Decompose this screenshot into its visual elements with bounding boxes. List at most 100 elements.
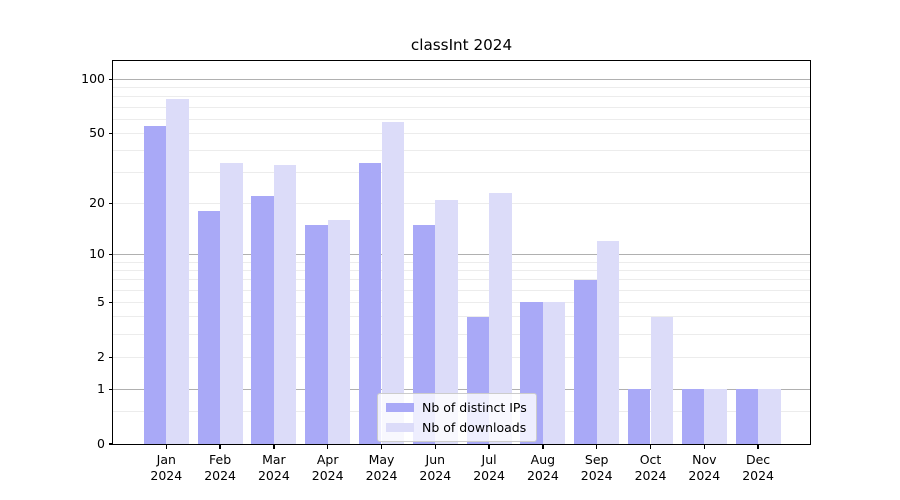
x-tick-label: Jan 2024 [136,452,196,484]
bar-downloads-jun [435,199,458,444]
x-tick-year: 2024 [419,468,452,483]
legend-swatch-distinct-ips [386,402,414,413]
minor-gridline [113,132,810,134]
x-tick-month: Jun [425,452,446,467]
bar-downloads-may [381,121,405,444]
x-tick-year: 2024 [473,468,505,483]
bar-downloads-nov [704,389,727,444]
x-tick-month: Nov [692,452,717,467]
legend-label-distinct-ips: Nb of distinct IPs [422,400,527,415]
bar-distinct-ips-jan [143,125,167,444]
major-gridline [113,78,810,80]
x-tick-year: 2024 [742,468,774,483]
x-tick-month: Feb [209,452,232,467]
bar-distinct-ips-dec [735,389,759,444]
bar-distinct-ips-mar [251,196,274,444]
x-tick-mark [703,444,705,449]
x-tick-year: 2024 [365,468,398,483]
bar-downloads-aug [542,302,566,444]
x-tick-mark [434,444,436,449]
y-tick-mark [108,301,113,304]
y-tick-label: 0 [97,436,105,451]
bar-distinct-ips-jun [412,224,436,444]
x-tick-month: Aug [530,452,556,467]
y-tick-mark [108,202,113,204]
y-tick-mark [108,356,113,358]
x-tick-label: Jun 2024 [405,452,465,484]
x-tick-mark [488,444,490,449]
bar-downloads-sep [596,241,620,444]
bar-distinct-ips-apr [305,224,328,444]
x-tick-label: May 2024 [352,452,412,484]
y-tick-label: 20 [89,195,105,211]
bar-distinct-ips-sep [574,279,597,444]
x-tick-year: 2024 [311,468,344,483]
x-tick-month: Jan [156,452,176,467]
legend-item-downloads: Nb of downloads [386,420,527,435]
minor-gridline [113,269,810,271]
bar-downloads-feb [220,162,243,444]
x-tick-year: 2024 [634,468,667,483]
minor-gridline [113,96,810,98]
x-tick-label: Nov 2024 [674,452,734,484]
x-tick-mark [596,444,598,449]
x-tick-mark [327,444,329,449]
x-tick-label: Sep 2024 [567,452,627,484]
y-tick-label: 100 [81,71,105,87]
y-tick-mark [108,78,113,80]
x-tick-month: Jul [481,452,497,467]
y-tick-mark [108,443,113,445]
x-tick-year: 2024 [580,468,613,483]
x-tick-label: Mar 2024 [244,452,304,484]
x-tick-month: Apr [316,452,339,467]
bar-distinct-ips-oct [627,389,651,444]
x-tick-mark [757,444,759,449]
x-tick-label: Apr 2024 [298,452,358,484]
bar-distinct-ips-feb [197,211,221,444]
minor-gridline [113,106,810,108]
x-tick-year: 2024 [150,468,183,483]
bar-downloads-oct [650,316,674,444]
y-tick-mark [108,132,113,134]
x-tick-label: Feb 2024 [190,452,250,484]
bar-distinct-ips-nov [681,389,705,444]
minor-gridline [113,356,810,358]
plot-area [112,60,811,445]
x-tick-year: 2024 [688,468,721,483]
bar-downloads-mar [273,165,297,444]
y-tick-label: 1 [97,381,105,397]
x-tick-mark [380,444,383,449]
bar-downloads-jan [166,98,189,444]
minor-gridline [113,118,810,120]
minor-gridline [113,202,810,204]
x-tick-mark [273,444,275,449]
y-tick-label: 2 [97,349,105,365]
x-tick-month: Oct [639,452,662,467]
x-tick-mark [219,444,221,449]
x-tick-label: Aug 2024 [513,452,573,484]
bar-downloads-jul [489,192,512,444]
x-tick-mark [165,444,167,449]
major-gridline [113,388,810,390]
y-tick-label: 50 [89,125,105,141]
x-tick-label: Dec 2024 [728,452,788,484]
x-tick-year: 2024 [204,468,236,483]
legend-label-downloads: Nb of downloads [422,420,527,435]
x-tick-mark [649,444,652,449]
minor-gridline [113,172,810,174]
bar-downloads-apr [327,220,351,444]
x-tick-month: Mar [262,452,286,467]
minor-gridline [113,289,810,291]
x-tick-year: 2024 [257,468,290,483]
bar-distinct-ips-may [358,162,382,444]
legend-swatch-downloads [386,422,414,433]
x-tick-label: Jul 2024 [459,452,519,484]
minor-gridline [113,316,810,318]
x-tick-mark [542,444,544,449]
y-tick-label: 5 [97,294,105,310]
minor-gridline [113,149,810,151]
legend: Nb of distinct IPs Nb of downloads [377,393,537,442]
y-tick-mark [108,253,113,256]
major-gridline [113,253,810,255]
